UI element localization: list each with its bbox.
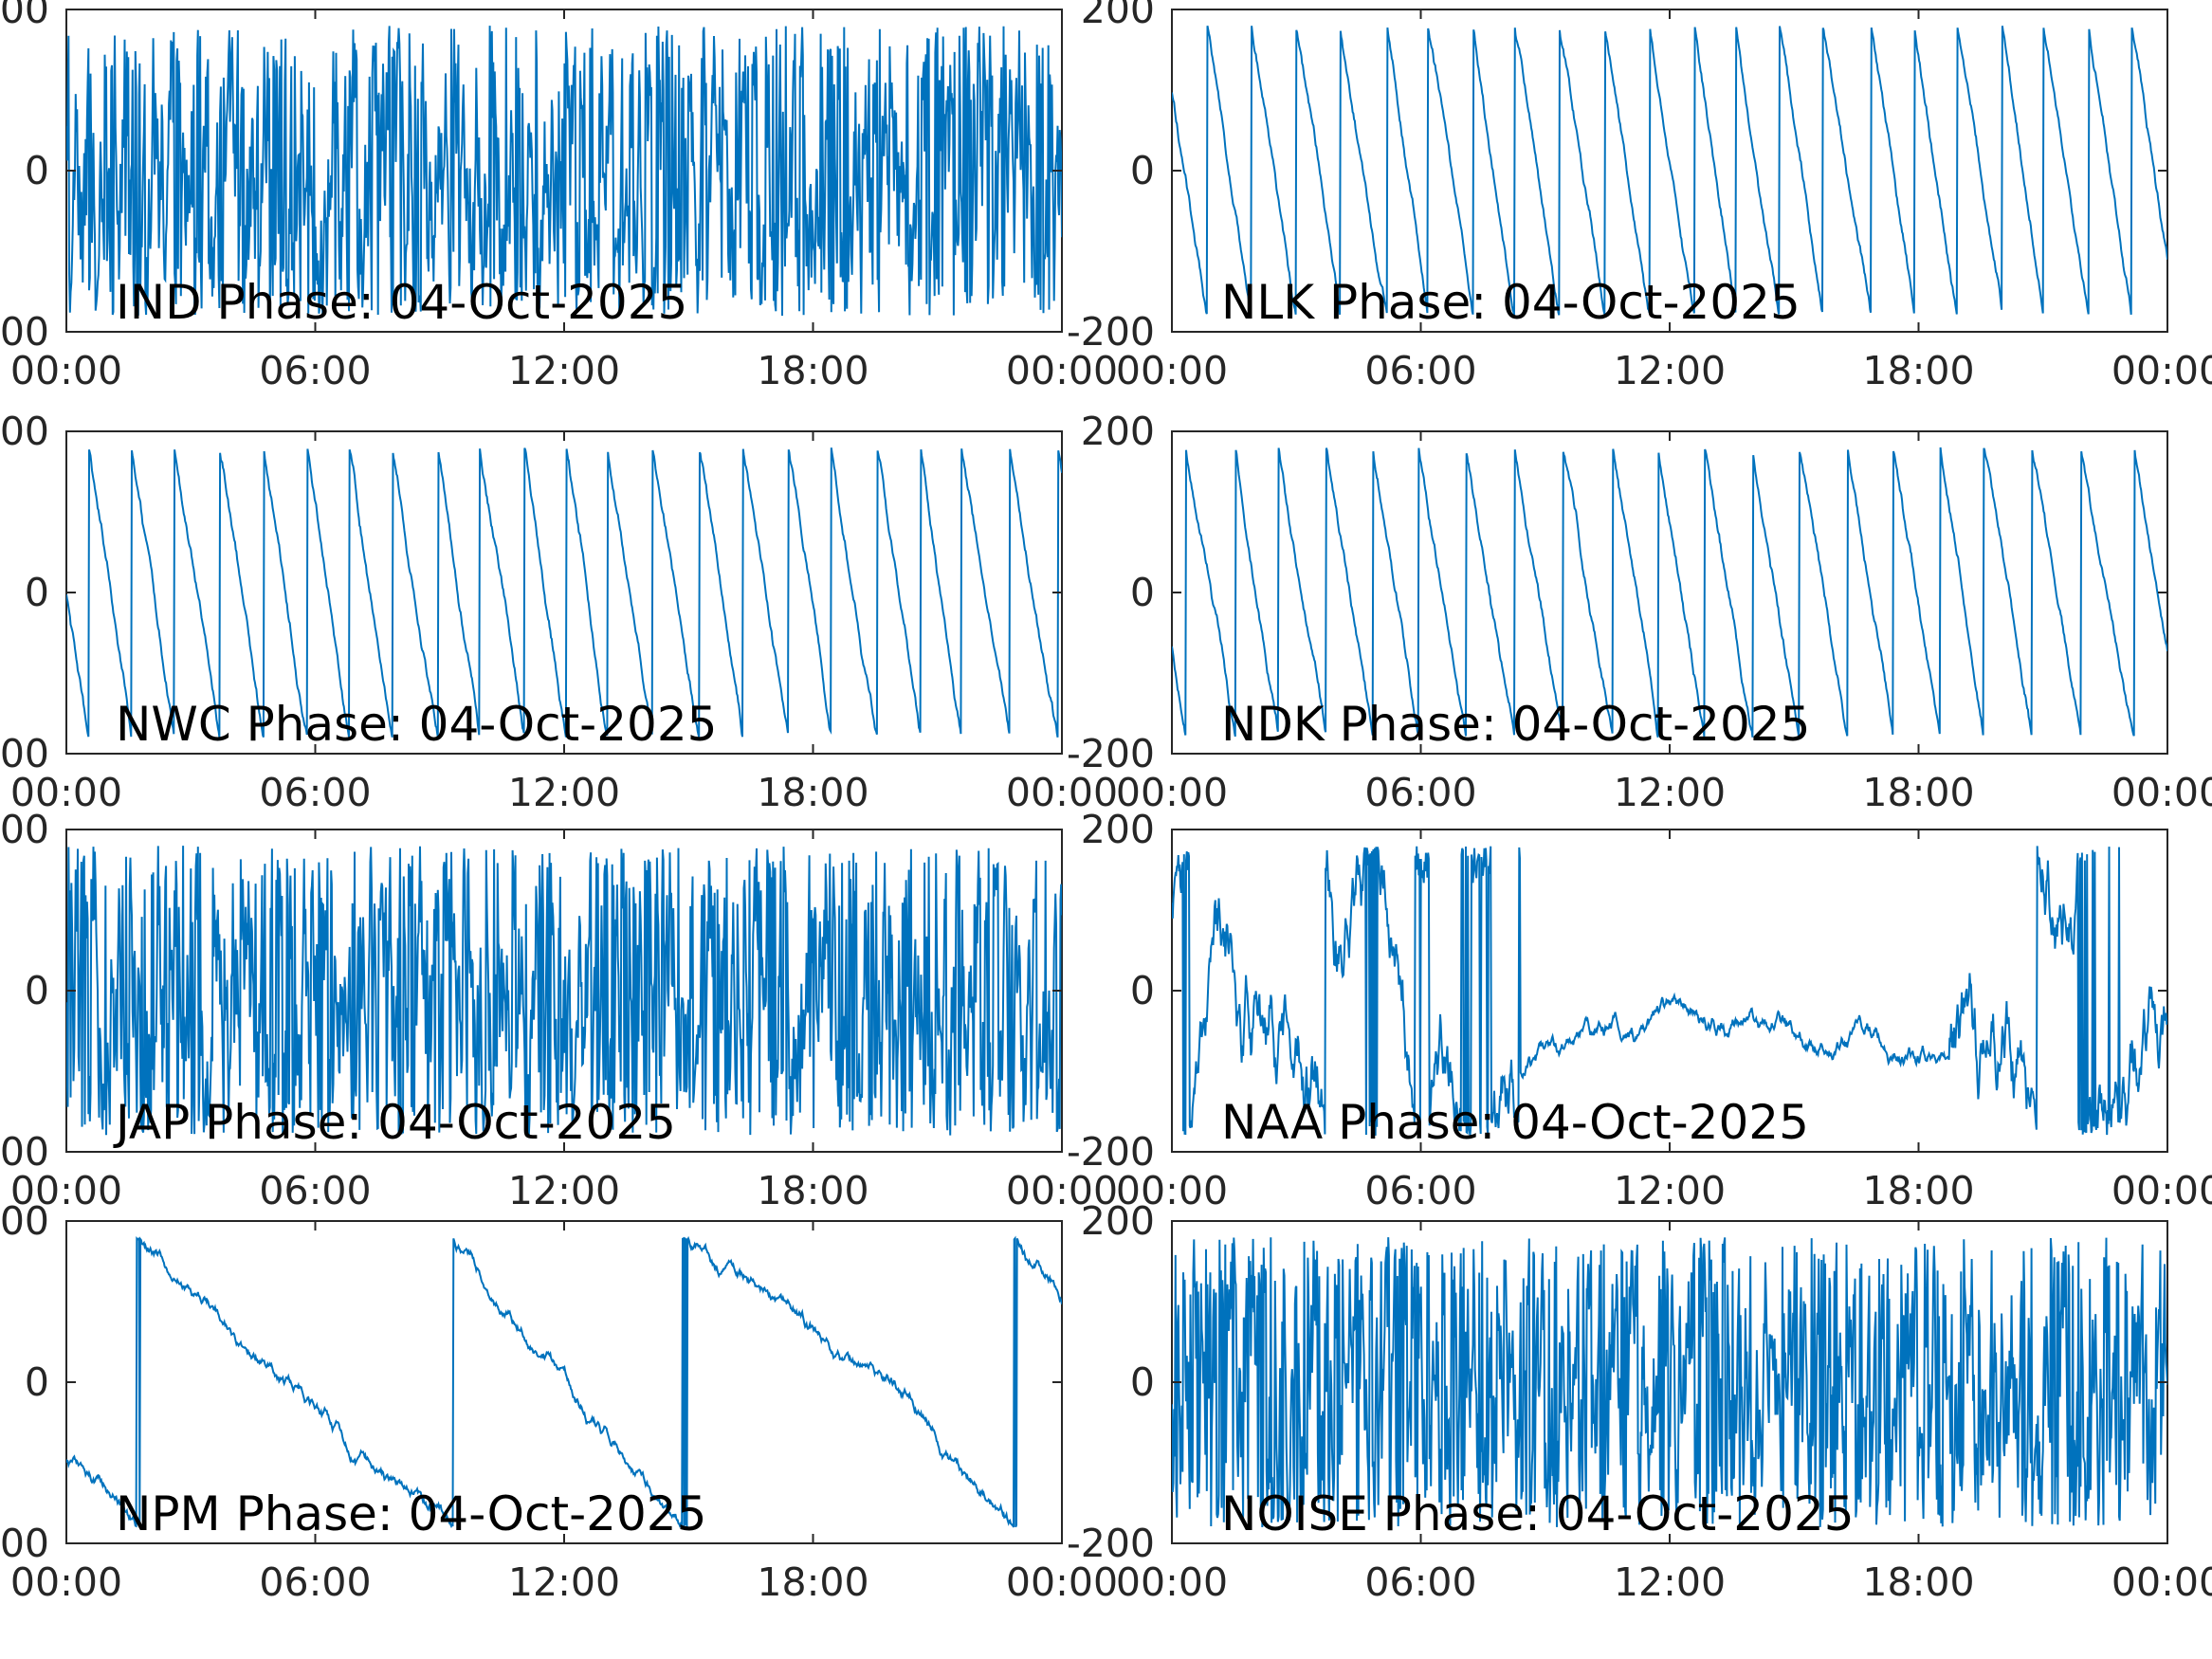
y-tick-label: 200: [1081, 0, 1155, 32]
x-tick-label: 06:00: [259, 770, 371, 815]
y-tick-label: 200: [0, 409, 49, 454]
y-tick-label: -200: [0, 731, 49, 776]
x-tick-label: 12:00: [1614, 770, 1726, 815]
x-tick-label: 00:00: [10, 1168, 122, 1213]
x-tick-label: 00:00: [2111, 1559, 2212, 1605]
plot-title: NAA Phase: 04-Oct-2025: [1221, 1095, 1809, 1150]
x-tick-label: 12:00: [1614, 1168, 1726, 1213]
series-line: [1172, 1237, 2167, 1528]
x-tick-label: 00:00: [1006, 770, 1118, 815]
x-tick-label: 18:00: [1862, 348, 1974, 393]
plot-title: NOISE Phase: 04-Oct-2025: [1221, 1486, 1855, 1541]
x-tick-label: 18:00: [757, 770, 868, 815]
x-tick-label: 06:00: [259, 1559, 371, 1605]
x-tick-label: 00:00: [1116, 770, 1228, 815]
x-tick-label: 12:00: [508, 1168, 620, 1213]
y-tick-label: -200: [1067, 731, 1155, 776]
x-tick-label: 06:00: [1364, 348, 1476, 393]
series-line: [66, 447, 1062, 738]
plot-title: JAP Phase: 04-Oct-2025: [113, 1095, 676, 1150]
x-tick-label: 12:00: [508, 770, 620, 815]
y-tick-label: 200: [1081, 807, 1155, 852]
x-tick-label: 18:00: [757, 1168, 868, 1213]
x-tick-label: 18:00: [757, 348, 868, 393]
x-tick-label: 00:00: [1116, 348, 1228, 393]
x-tick-label: 00:00: [1006, 1168, 1118, 1213]
y-tick-label: -200: [0, 309, 49, 355]
y-tick-label: 0: [25, 570, 49, 615]
y-tick-label: 0: [25, 148, 49, 193]
x-tick-label: 12:00: [508, 348, 620, 393]
y-tick-label: 200: [1081, 409, 1155, 454]
x-tick-label: 00:00: [10, 770, 122, 815]
x-tick-label: 06:00: [1364, 770, 1476, 815]
y-tick-label: 0: [1130, 1359, 1155, 1405]
series-line: [66, 1235, 1062, 1529]
x-tick-label: 06:00: [259, 348, 371, 393]
axes-frame: [65, 1220, 1063, 1544]
plot-title: NWC Phase: 04-Oct-2025: [116, 697, 717, 752]
y-tick-label: 0: [25, 1359, 49, 1405]
series-line: [1172, 26, 2167, 316]
y-tick-label: 0: [25, 968, 49, 1013]
y-tick-label: 200: [0, 807, 49, 852]
series-line: [1172, 846, 2167, 1136]
y-tick-label: 200: [0, 0, 49, 32]
series-line: [1172, 447, 2167, 740]
axes-frame: [1171, 430, 2168, 755]
plot-title: NPM Phase: 04-Oct-2025: [116, 1486, 706, 1541]
x-tick-label: 18:00: [1862, 1168, 1974, 1213]
x-tick-label: 00:00: [1006, 348, 1118, 393]
y-tick-label: 0: [1130, 148, 1155, 193]
x-tick-label: 18:00: [1862, 1559, 1974, 1605]
y-tick-label: -200: [0, 1129, 49, 1175]
x-tick-label: 00:00: [1116, 1168, 1228, 1213]
x-tick-label: 00:00: [2111, 348, 2212, 393]
plot-title: NDK Phase: 04-Oct-2025: [1221, 697, 1810, 752]
x-tick-label: 00:00: [10, 1559, 122, 1605]
x-tick-label: 00:00: [10, 348, 122, 393]
x-tick-label: 06:00: [259, 1168, 371, 1213]
x-tick-label: 06:00: [1364, 1168, 1476, 1213]
x-tick-label: 12:00: [508, 1559, 620, 1605]
plot-title: NLK Phase: 04-Oct-2025: [1221, 275, 1801, 330]
x-tick-label: 00:00: [2111, 770, 2212, 815]
x-tick-label: 00:00: [2111, 1168, 2212, 1213]
x-tick-label: 18:00: [757, 1559, 868, 1605]
x-tick-label: 18:00: [1862, 770, 1974, 815]
x-tick-label: 12:00: [1614, 348, 1726, 393]
x-tick-label: 06:00: [1364, 1559, 1476, 1605]
x-tick-label: 00:00: [1006, 1559, 1118, 1605]
x-tick-label: 12:00: [1614, 1559, 1726, 1605]
x-tick-label: 00:00: [1116, 1559, 1228, 1605]
y-tick-label: 0: [1130, 968, 1155, 1013]
y-tick-label: -200: [1067, 309, 1155, 355]
plot-title: IND Phase: 04-Oct-2025: [116, 275, 687, 330]
series-line: [66, 846, 1062, 1136]
y-tick-label: 0: [1130, 570, 1155, 615]
y-tick-label: 200: [1081, 1198, 1155, 1244]
y-tick-label: -200: [0, 1521, 49, 1566]
y-tick-label: 200: [0, 1198, 49, 1244]
y-tick-label: -200: [1067, 1521, 1155, 1566]
series-line: [66, 26, 1062, 317]
y-tick-label: -200: [1067, 1129, 1155, 1175]
axes-frame: [1171, 829, 2168, 1153]
